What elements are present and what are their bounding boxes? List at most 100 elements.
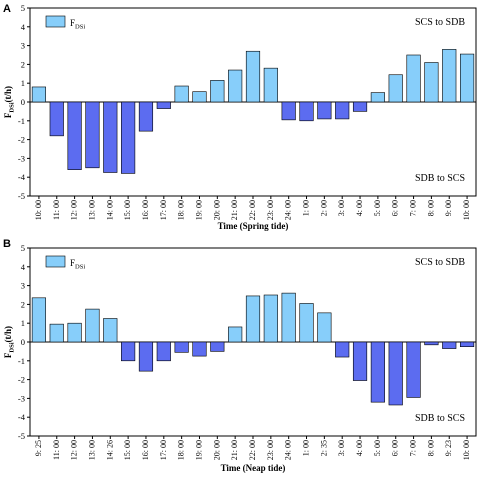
x-tick-label: 4: 00 [355,440,364,456]
bar [424,62,439,103]
bar [174,85,189,103]
x-tick-label: 17: 00 [159,200,168,220]
x-tick-label: 10: 00 [462,200,471,220]
y-tick-label: 4 [21,22,26,32]
y-tick-label: 1 [21,318,25,328]
legend-swatch [45,255,66,268]
bar [406,341,421,398]
bar [85,308,100,343]
bar [442,341,457,349]
bar [335,101,350,120]
x-tick-label: 13: 00 [87,440,96,460]
x-tick-label: 1: 00 [302,200,311,216]
y-tick-label: 3 [21,281,25,291]
x-tick-label: 7: 00 [409,440,418,456]
x-tick-label: 19: 00 [194,200,203,220]
x-tick-label: 8: 00 [426,200,435,216]
x-tick-label: 9: 23 [444,440,453,456]
y-tick-label: -1 [18,356,25,366]
bar [299,303,314,343]
x-tick-label: 24: 00 [284,200,293,220]
x-tick-label: 16: 00 [141,200,150,220]
y-tick-label: -5 [18,191,25,201]
bar [388,74,403,103]
bar [31,297,46,343]
x-tick-label: 22: 00 [248,200,257,220]
bar [138,341,154,372]
x-tick-label: 3: 00 [337,200,346,216]
bar [31,86,46,103]
x-tick-label: 23: 00 [266,200,275,220]
bar [245,50,261,103]
upper-region-label: SCS to SDB [415,257,465,268]
x-tick-label: 9: 25 [34,440,43,456]
x-tick-label: 16: 00 [141,440,150,460]
x-tick-label: 24: 00 [284,440,293,460]
y-tick-label: -4 [18,172,26,182]
x-tick-label: 4: 00 [355,200,364,216]
x-tick-label: 5: 00 [373,440,382,456]
lower-region-label: SDB to SCS [415,173,465,184]
x-axis-title: Time (Neap tide) [221,463,286,473]
y-tick-label: 4 [21,262,26,272]
x-tick-label: 17: 00 [159,440,168,460]
x-tick-label: 14: 00 [105,200,114,220]
bar [263,294,278,343]
upper-region-label: SCS to SDB [415,17,465,28]
chart-panel-b: B 5 4 3 2 1 0 -1 -2 -3 -4 -5 9: 25 11: 00 12: 00 13: 00… [3,238,477,473]
x-tick-label: 2: 35 [319,440,328,456]
x-tick-label: 6: 00 [391,440,400,456]
x-tick-label: 19: 00 [194,440,203,460]
x-tick-label: 5: 00 [373,200,382,216]
y-tick-label: 5 [21,3,25,13]
x-tick-label: 21: 00 [230,440,239,460]
bar [352,101,368,112]
x-tick-label: 20: 00 [212,200,221,220]
x-tick-label: 18: 00 [177,440,186,460]
y-axis-title: FDSi(t/h) [3,86,16,118]
bar [210,341,225,352]
x-axis-title: Time (Spring tide) [218,221,289,231]
x-tick-label: 3: 00 [337,440,346,456]
x-tick-label: 14: 26 [105,440,114,460]
legend-label: FDSi [70,18,85,31]
bar [370,92,385,103]
x-tick-label: 11: 00 [52,200,61,220]
bar [85,101,100,169]
x-tick-label: 6: 00 [391,200,400,216]
bar [317,312,332,343]
x-tick-label: 1: 00 [302,440,311,456]
y-tick-label: 3 [21,41,25,51]
x-tick-label: 20: 00 [212,440,221,460]
bar [228,69,243,103]
panel-letter: B [3,238,11,250]
y-tick-label: -1 [18,116,25,126]
bar [388,341,403,406]
bar [442,49,457,103]
y-tick-label: 2 [21,299,25,309]
y-tick-label: 1 [21,78,25,88]
x-tick-label: 9: 00 [444,200,453,216]
y-tick-label: -3 [18,153,25,163]
x-tick-label: 15: 00 [123,440,132,460]
bar [103,318,118,343]
bar [335,341,350,358]
x-tick-label: 10: 00 [462,440,471,460]
bar [67,322,82,343]
lower-region-label: SDB to SCS [415,413,465,424]
bar [352,341,368,381]
bar [245,295,261,343]
bar [460,53,475,103]
y-tick-label: 0 [21,337,25,347]
bar [263,67,278,103]
bar [103,101,118,173]
x-tick-label: 2: 00 [319,200,328,216]
y-tick-label: 0 [21,97,25,107]
bar [370,341,385,403]
bar [210,80,225,103]
x-tick-label: 21: 00 [230,200,239,220]
bar [67,101,82,170]
bar [299,101,314,122]
legend-swatch [45,15,66,28]
bar [317,101,332,120]
